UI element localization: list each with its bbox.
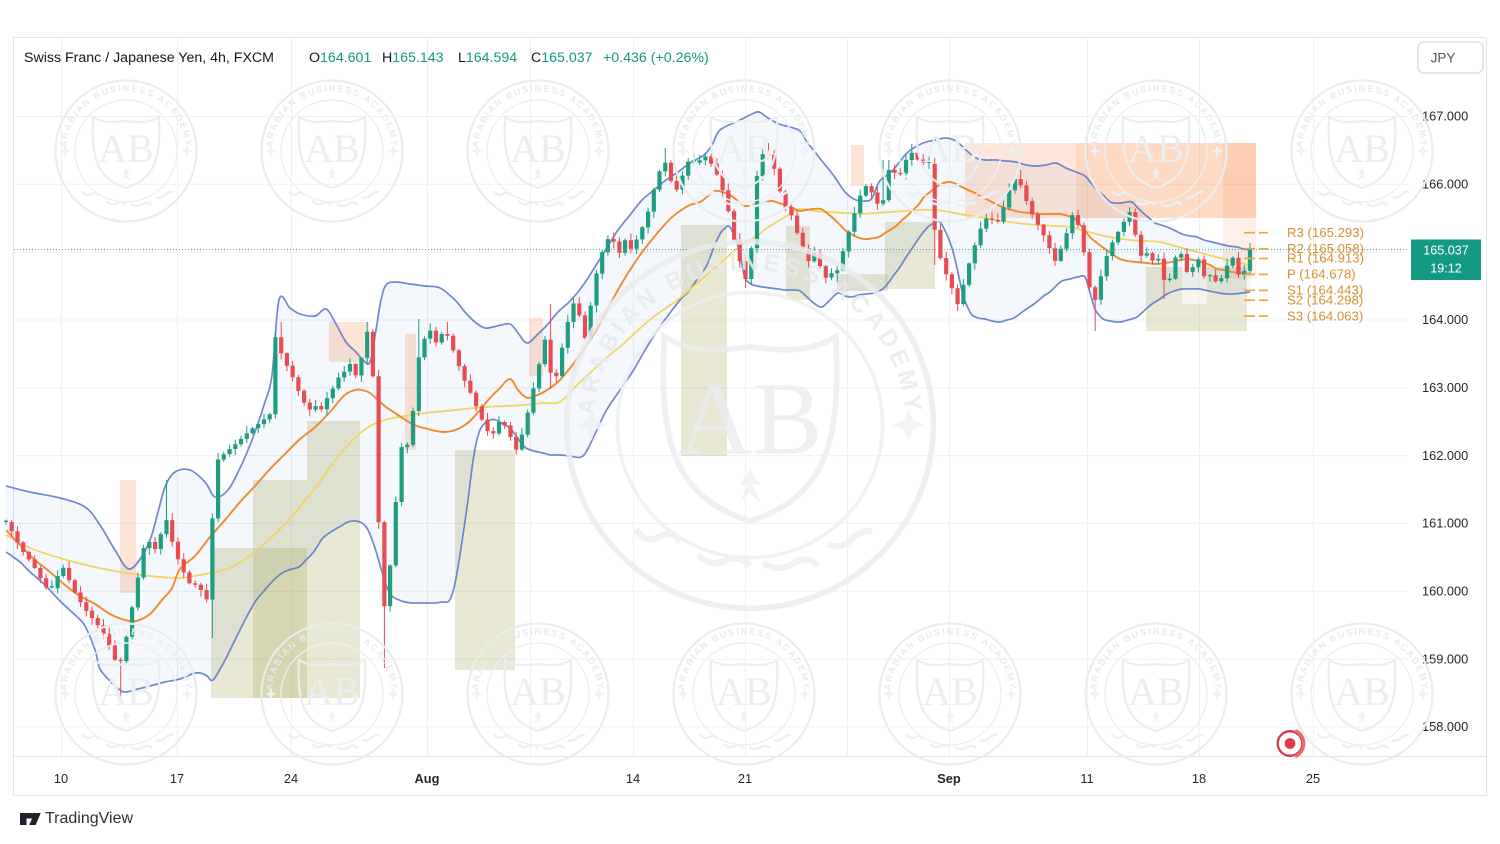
- svg-text:JPY: JPY: [1431, 51, 1456, 66]
- svg-text:21: 21: [738, 771, 752, 786]
- svg-text:167.000: 167.000: [1422, 109, 1468, 124]
- svg-text:17: 17: [170, 771, 184, 786]
- svg-text:Sep: Sep: [937, 771, 961, 786]
- svg-text:10: 10: [54, 771, 68, 786]
- svg-text:Swiss Franc / Japanese Yen, 4h: Swiss Franc / Japanese Yen, 4h, FXCM O164…: [24, 50, 709, 66]
- svg-text:14: 14: [626, 771, 640, 786]
- svg-text:R3 (165.293): R3 (165.293): [1287, 225, 1364, 240]
- svg-text:S3 (164.063): S3 (164.063): [1287, 308, 1363, 323]
- svg-text:166.000: 166.000: [1422, 177, 1468, 192]
- svg-text:R1 (164.913): R1 (164.913): [1287, 251, 1364, 266]
- svg-text:19:12: 19:12: [1430, 262, 1462, 276]
- svg-text:164.000: 164.000: [1422, 312, 1468, 327]
- svg-text:Aug: Aug: [415, 771, 440, 786]
- svg-text:S2 (164.298): S2 (164.298): [1287, 292, 1363, 307]
- svg-text:160.000: 160.000: [1422, 584, 1468, 599]
- svg-text:25: 25: [1306, 771, 1320, 786]
- svg-text:165.037: 165.037: [1423, 244, 1469, 258]
- svg-text:161.000: 161.000: [1422, 516, 1468, 531]
- svg-text:158.000: 158.000: [1422, 719, 1468, 734]
- svg-text:TradingView: TradingView: [45, 810, 133, 827]
- svg-text:24: 24: [284, 771, 298, 786]
- svg-text:R2 (165.058): R2 (165.058): [1287, 241, 1364, 256]
- svg-text:163.000: 163.000: [1422, 380, 1468, 395]
- svg-text:S1 (164.443): S1 (164.443): [1287, 283, 1363, 298]
- svg-text:P (164.678): P (164.678): [1287, 267, 1356, 282]
- svg-text:159.000: 159.000: [1422, 651, 1468, 666]
- svg-text:11: 11: [1080, 771, 1093, 786]
- svg-text:18: 18: [1192, 771, 1206, 786]
- svg-text:162.000: 162.000: [1422, 448, 1468, 463]
